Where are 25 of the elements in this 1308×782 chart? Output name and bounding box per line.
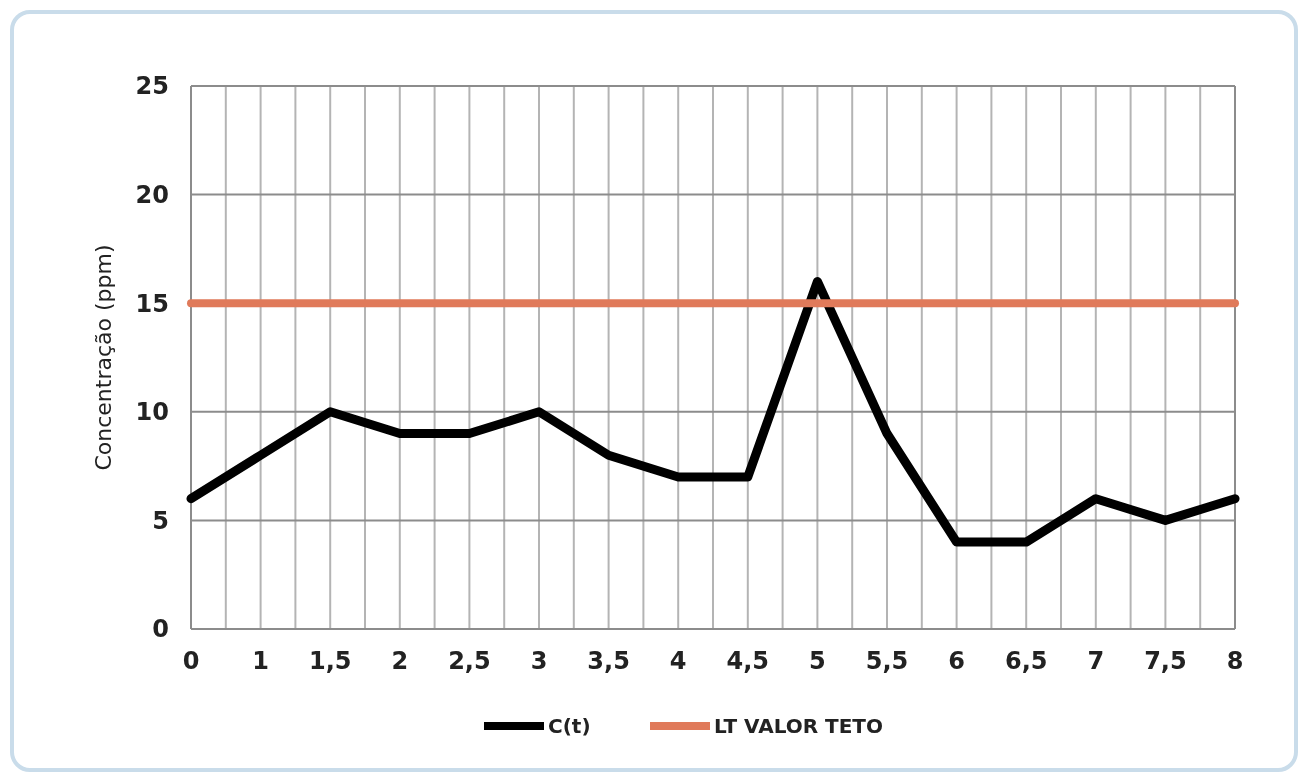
x-tick-label: 0 <box>182 647 200 675</box>
x-tick-label: 4 <box>669 647 687 675</box>
x-tick-label: 1 <box>252 647 269 675</box>
x-tick-label: 1,5 <box>308 647 352 675</box>
y-tick-label: 10 <box>135 398 169 427</box>
x-tick-label: 7 <box>1087 647 1105 675</box>
x-tick-label: 5,5 <box>865 647 909 675</box>
x-tick-label: 7,5 <box>1144 647 1187 675</box>
y-tick-label: 20 <box>135 181 169 209</box>
x-tick-label: 3 <box>530 647 548 675</box>
x-tick-label: 4,5 <box>726 647 770 675</box>
legend-label: C(t) <box>548 714 591 738</box>
y-tick-label: 5 <box>152 506 169 535</box>
x-tick-label: 2,5 <box>448 647 491 675</box>
x-tick-label: 8 <box>1226 647 1244 675</box>
legend-label: LT VALOR TETO <box>714 714 883 738</box>
x-tick-label: 5 <box>809 647 826 675</box>
y-axis-title: Concentração (ppm) <box>91 244 116 471</box>
x-tick-label: 3,5 <box>587 647 630 675</box>
y-tick-label: 25 <box>135 72 169 101</box>
x-tick-label: 2 <box>391 647 409 675</box>
x-tick-label: 6,5 <box>1004 647 1048 675</box>
y-tick-label: 0 <box>152 615 169 644</box>
x-tick-label: 6 <box>948 647 965 675</box>
y-tick-label: 15 <box>135 289 169 318</box>
